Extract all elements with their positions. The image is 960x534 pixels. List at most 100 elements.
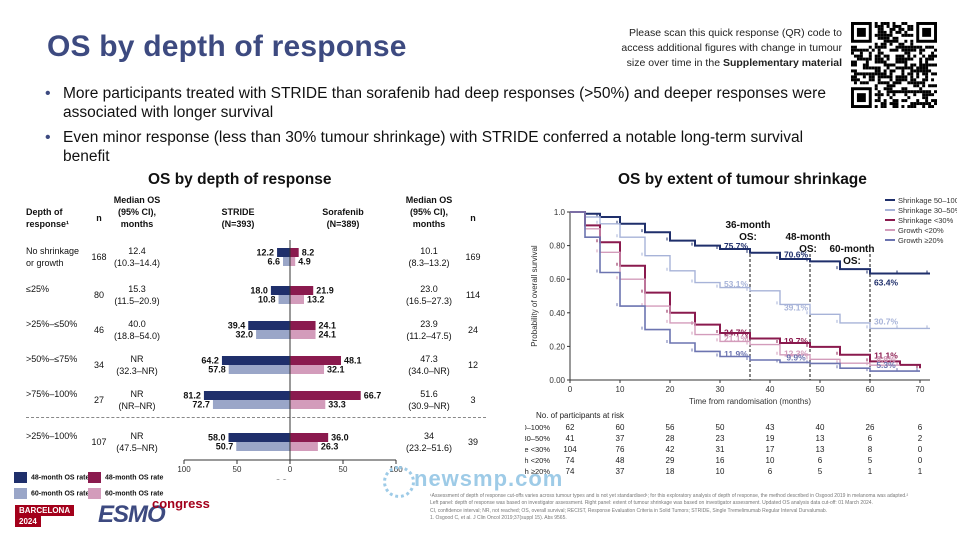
qr-module xyxy=(868,54,872,58)
qr-module xyxy=(928,45,932,49)
qr-module xyxy=(919,81,923,85)
qr-module xyxy=(880,51,884,55)
qr-module xyxy=(892,90,896,94)
bar-sorafenib-48 xyxy=(290,433,329,442)
qr-module xyxy=(910,48,914,52)
qr-module xyxy=(913,45,917,49)
qr-module xyxy=(862,75,866,79)
row-median: NR xyxy=(130,389,144,399)
qr-module xyxy=(910,57,914,61)
qr-module xyxy=(904,30,908,34)
qr-module xyxy=(913,90,917,94)
qr-module xyxy=(862,63,866,67)
bullet-item: More participants treated with STRIDE th… xyxy=(44,84,844,122)
qr-module xyxy=(907,57,911,61)
qr-module xyxy=(886,24,890,28)
label-stride-48: 12.2 xyxy=(257,248,275,258)
qr-module xyxy=(865,60,869,64)
qr-module xyxy=(877,69,881,73)
qr-module xyxy=(913,63,917,67)
qr-module xyxy=(883,72,887,76)
qr-module xyxy=(877,72,881,76)
qr-module xyxy=(877,51,881,55)
bar-stride-48 xyxy=(221,356,290,365)
qr-module xyxy=(877,60,881,64)
qr-module xyxy=(874,33,878,37)
qr-module xyxy=(931,93,935,97)
legend-label: Shrinkage 30–50% xyxy=(898,206,957,215)
qr-module xyxy=(928,105,932,108)
qr-module xyxy=(889,84,893,88)
risk-value: 16 xyxy=(716,456,725,465)
qr-module xyxy=(919,57,923,61)
label-sorafenib-48: 48.1 xyxy=(344,356,362,366)
qr-module xyxy=(907,24,911,28)
qr-module xyxy=(895,54,899,58)
qr-module xyxy=(892,81,896,85)
row-median: NR xyxy=(130,431,144,441)
qr-module xyxy=(889,42,893,46)
qr-module xyxy=(904,63,908,67)
qr-module xyxy=(931,57,935,61)
qr-module xyxy=(895,102,899,106)
legend-label: Shrinkage 50–100% xyxy=(898,196,957,205)
risk-value: 41 xyxy=(566,434,575,443)
footnote-line: ¹Assessment of depth of response cut-off… xyxy=(430,493,909,499)
qr-module xyxy=(931,78,935,82)
qr-module xyxy=(877,75,881,79)
header-depth: Depth of response¹ xyxy=(26,207,70,229)
risk-row-label: Growth <20% xyxy=(525,456,550,465)
qr-module xyxy=(925,102,929,106)
pct-label: 63.4% xyxy=(874,277,899,287)
qr-module xyxy=(853,60,857,64)
pct-label: 21.1% xyxy=(724,334,749,344)
risk-value: 60 xyxy=(616,423,625,432)
qr-module xyxy=(862,72,866,76)
qr-module xyxy=(922,96,926,100)
qr-module xyxy=(859,51,863,55)
legend-stride-60: 60-month OS rate xyxy=(14,488,89,499)
qr-module xyxy=(901,48,905,52)
label-stride-60: 50.7 xyxy=(216,442,234,452)
qr-module xyxy=(892,39,896,43)
qr-module xyxy=(910,42,914,46)
qr-module xyxy=(862,57,866,61)
qr-module xyxy=(895,78,899,82)
row-label: >25%–100% xyxy=(26,431,78,441)
label-sorafenib-48: 36.0 xyxy=(331,433,349,443)
qr-module xyxy=(880,75,884,79)
label-stride-48: 39.4 xyxy=(228,321,246,331)
qr-module xyxy=(874,60,878,64)
qr-module xyxy=(883,87,887,91)
qr-module xyxy=(883,36,887,40)
legend-label: 60-month OS rate xyxy=(31,490,90,498)
label-stride-48: 81.2 xyxy=(183,391,201,401)
row-ci-right: (34.0–NR) xyxy=(408,366,450,376)
qr-module xyxy=(856,48,860,52)
bar-sorafenib-60 xyxy=(290,295,304,304)
qr-module xyxy=(889,69,893,73)
x-tick-label: 50 xyxy=(816,385,825,394)
pct-label: 24.7% xyxy=(724,328,749,338)
qr-module xyxy=(904,75,908,79)
qr-module xyxy=(898,24,902,28)
qr-module xyxy=(874,66,878,70)
bar-stride-60 xyxy=(283,257,290,266)
qr-code-icon[interactable] xyxy=(851,22,937,108)
qr-module xyxy=(886,36,890,40)
qr-module xyxy=(898,42,902,46)
row-median-right: 23.0 xyxy=(420,284,438,294)
qr-module xyxy=(851,78,854,82)
row-separator xyxy=(26,417,486,418)
qr-module xyxy=(910,81,914,85)
legend-swatch xyxy=(14,472,27,483)
risk-value: 42 xyxy=(666,445,675,454)
qr-module xyxy=(895,36,899,40)
qr-module xyxy=(880,105,884,108)
bar-stride-48 xyxy=(270,286,290,295)
qr-module xyxy=(877,57,881,61)
qr-module xyxy=(925,93,929,97)
qr-module xyxy=(883,39,887,43)
qr-module xyxy=(871,78,875,82)
bar-stride-60 xyxy=(212,400,290,409)
